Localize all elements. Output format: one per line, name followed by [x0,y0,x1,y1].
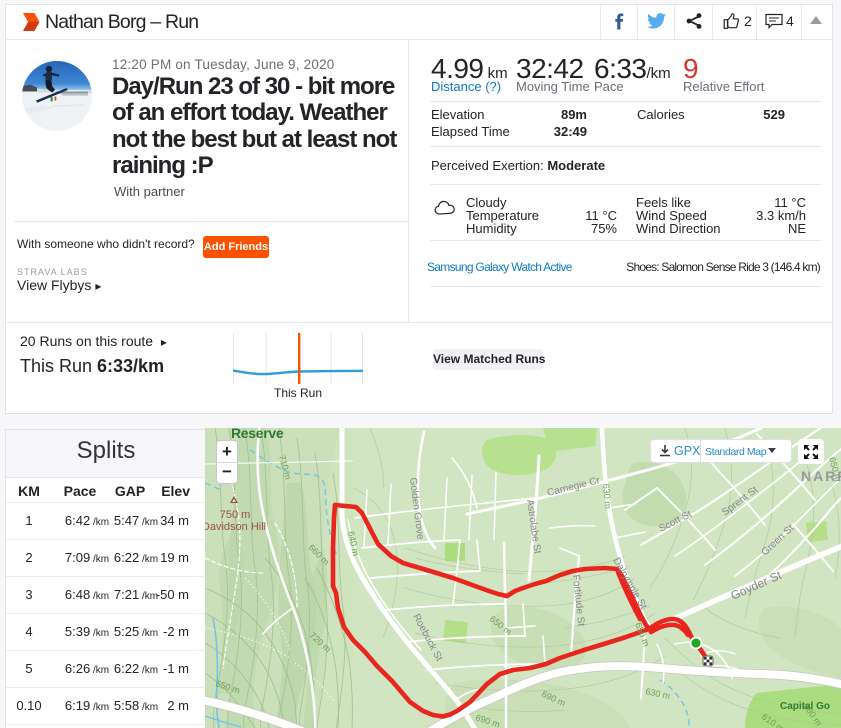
svg-text:750 m: 750 m [220,509,251,521]
svg-text:Fortitude St: Fortitude St [570,574,586,627]
svg-text:Reserve: Reserve [231,428,284,441]
svg-text:NARR: NARR [801,468,841,484]
svg-text:630 m: 630 m [601,483,613,509]
svg-text:Capital Go: Capital Go [780,701,830,712]
svg-text:Davidson Hill: Davidson Hill [205,521,266,533]
